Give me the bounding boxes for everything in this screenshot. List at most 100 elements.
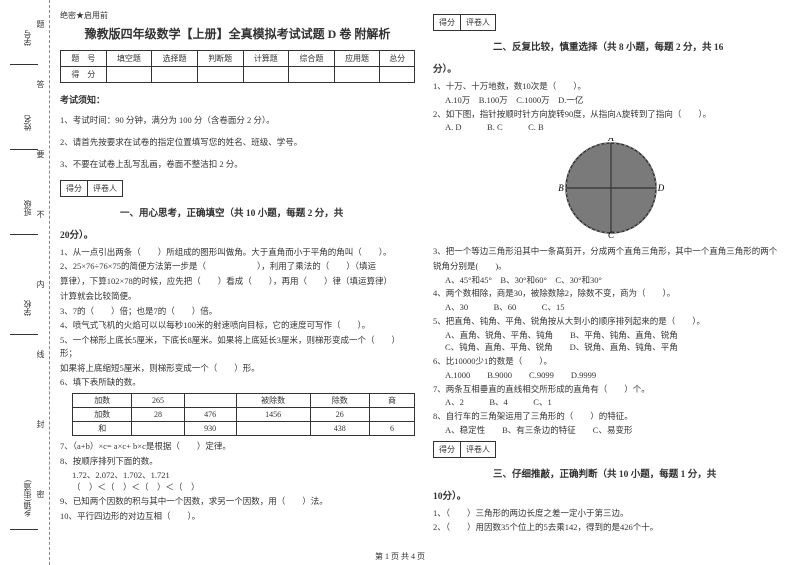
table-cell: 和 (73, 422, 132, 436)
binding-line (10, 225, 38, 235)
question: 5、把直角、钝角、平角、锐角按从大到小的顺序排列起来的是（ ）。 (433, 315, 788, 328)
question: 1、（ ）三角形的两边长度之差一定小于第三边。 (433, 507, 788, 520)
page-content: 绝密★启用前 豫教版四年级数学【上册】全真模拟考试试题 D 卷 附解析 题 号 … (60, 10, 790, 550)
question: 2、25×76÷76×75的简便方法第一步是（ ），利用了乘法的（ ）（填运 (60, 260, 415, 273)
score-cell (334, 67, 380, 83)
question-line: 1.72、2.072、1.702、1.721 (72, 469, 415, 482)
seal-char: 密 (35, 490, 46, 498)
section-header: 得分 评卷人 (60, 180, 415, 197)
question: 锐角分别是( )。 (433, 260, 788, 273)
question: 6、比10000少1的数是（ ）。 (433, 355, 788, 368)
score-label: 得分 (61, 181, 88, 196)
section-title-cont: 10分）。 (433, 488, 788, 502)
question: 2、（ ）用因数35个位上的5去乘142，得到的是426个十。 (433, 521, 788, 534)
label-b: B (558, 183, 564, 193)
question: 如果将上底缩短5厘米，则梯形变成一个（ ）形。 (60, 362, 415, 375)
label-d: D (656, 183, 664, 193)
section-header: 得分 评卷人 (433, 14, 788, 31)
table-cell: 被除数 (236, 394, 310, 408)
table-cell: 265 (132, 394, 184, 408)
grader-label: 评卷人 (88, 181, 122, 196)
seal-char: 要 (35, 150, 46, 158)
grader-box: 得分 评卷人 (60, 180, 123, 197)
question: 7、（a+b）×c= a×c+ b×c是根据（ ）定律。 (60, 440, 415, 453)
score-cell: 得 分 (61, 67, 107, 83)
page-footer: 第 1 页 共 4 页 (0, 551, 800, 562)
score-cell (380, 67, 415, 83)
score-cell (197, 67, 243, 83)
options: A. D B. C C. B (445, 121, 788, 134)
options: A、30 B、60 C、15 (445, 301, 788, 314)
table-cell: 6 (369, 422, 414, 436)
question: 4、两个数相除，商是30，被除数除2，除数不变，商为（ ）。 (433, 287, 788, 300)
seal-char: 不 (35, 210, 46, 218)
score-cell (243, 67, 289, 83)
question: 1、十万、十万地数，数10次是（ ）。 (433, 80, 788, 93)
question-line: （ ）＜（ ）＜（ ）＜（ ） (72, 481, 415, 494)
score-cell (152, 67, 198, 83)
table-cell: 438 (310, 422, 369, 436)
notice-item: 2、请首先按要求在试卷的指定位置填写您的姓名、班级、学号。 (60, 137, 415, 149)
options: A、直角、锐角、平角、钝角 B、平角、钝角、直角、锐角 (445, 329, 788, 342)
compass-diagram: A B C D (433, 138, 788, 240)
label-a: A (607, 138, 614, 143)
left-column: 绝密★启用前 豫教版四年级数学【上册】全真模拟考试试题 D 卷 附解析 题 号 … (60, 10, 415, 550)
table-cell: 476 (184, 408, 236, 422)
binding-line (10, 140, 38, 150)
question: 10、平行四边形的对边互相（ ）。 (60, 510, 415, 523)
question: 8、按顺序排列下面的数。 (60, 455, 415, 468)
section-header: 得分 评卷人 (433, 441, 788, 458)
table-cell (184, 394, 236, 408)
circle-icon: A B C D (551, 138, 671, 238)
binding-label: 乡镇(街道) (22, 480, 33, 517)
question: 8、自行车的三角架运用了三角形的（ ）的特征。 (433, 410, 788, 423)
seal-char: 内 (35, 280, 46, 288)
score-label: 得分 (434, 15, 461, 30)
options: A、2 B、4 C、1 (445, 396, 788, 409)
table-cell: 1456 (236, 408, 310, 422)
score-label: 得分 (434, 442, 461, 457)
seal-char: 线 (35, 350, 46, 358)
question: 5、一个梯形上底长5厘米，下底长8厘米。如果将上底延长3厘米，则梯形变成一个（ … (60, 334, 415, 360)
score-cell: 选择题 (152, 51, 198, 67)
table-cell: 商 (369, 394, 414, 408)
binding-line (10, 55, 38, 65)
binding-line (10, 325, 38, 335)
question: 计算就会比较简便。 (60, 290, 415, 303)
binding-label: 学校 (22, 300, 33, 316)
options: C、钝角、直角、平角、锐角 D、锐角、直角、钝角、平角 (445, 341, 788, 354)
options: A.10万 B.100万 C.1000万 D.一亿 (445, 94, 788, 107)
section-title-cont: 分）。 (433, 61, 788, 75)
question: 7、两条互相垂直的直线相交所形成的直角有（ ）个。 (433, 383, 788, 396)
score-cell: 综合题 (289, 51, 335, 67)
section-title: 三、仔细推敲，正确判断（共 10 小题，每题 1 分，共 (493, 466, 788, 480)
table-cell (132, 422, 184, 436)
question: 9、已知两个因数的积与其中一个因数，求另一个因数，用（ ）法。 (60, 495, 415, 508)
seal-char: 题 (35, 20, 46, 28)
seal-char: 封 (35, 420, 46, 428)
section-title: 二、反复比较，慎重选择（共 8 小题，每题 2 分，共 16 (493, 39, 788, 53)
score-cell: 应用题 (334, 51, 380, 67)
question: 1、从一点引出两条（ ）所组成的图形叫做角。大于直角而小于平角的角叫（ ）。 (60, 246, 415, 259)
table-cell: 除数 (310, 394, 369, 408)
secret-label: 绝密★启用前 (60, 10, 415, 21)
seal-char: 答 (35, 80, 46, 88)
table-cell: 930 (184, 422, 236, 436)
question: 6、填下表所缺的数。 (60, 376, 415, 389)
binding-line (10, 520, 38, 530)
options: A.1000 B.9000 C.9099 D.9999 (445, 369, 788, 382)
binding-label: 学号 (22, 30, 33, 46)
grader-box: 得分 评卷人 (433, 441, 496, 458)
score-cell: 判断题 (197, 51, 243, 67)
label-c: C (607, 230, 614, 238)
score-cell (289, 67, 335, 83)
notice-item: 3、不要在试卷上乱写乱画，卷面不整洁扣 2 分。 (60, 159, 415, 171)
right-column: 得分 评卷人 二、反复比较，慎重选择（共 8 小题，每题 2 分，共 16 分）… (433, 10, 788, 550)
score-cell: 填空题 (106, 51, 152, 67)
notice-item: 1、考试时间：90 分钟，满分为 100 分（含卷面分 2 分）。 (60, 115, 415, 127)
question: 2、如下图，指针按顺时针方向旋转90度，从指向A旋转到了指向（ ）。 (433, 108, 788, 121)
grader-box: 得分 评卷人 (433, 14, 496, 31)
score-table: 题 号 填空题 选择题 判断题 计算题 综合题 应用题 总分 得 分 (60, 50, 415, 83)
score-cell: 总分 (380, 51, 415, 67)
table-cell: 加数 (73, 408, 132, 422)
